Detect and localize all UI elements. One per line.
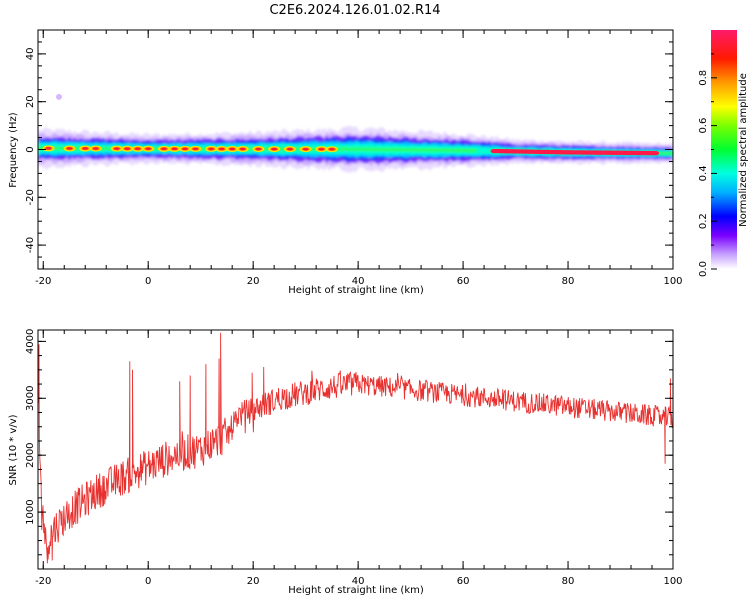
y-tick-label: 20 (25, 95, 36, 108)
y-tick-label: 2000 (25, 442, 36, 467)
hot-segment (651, 150, 660, 156)
hotspot-core (114, 147, 120, 150)
top-panel-axes: -20 0 20 40 60 80 100 40 20 0 -20 -40 (25, 29, 683, 287)
x-tick-label: 100 (663, 576, 682, 587)
x-tick-label: 60 (457, 576, 470, 587)
spectral-outlier (55, 93, 62, 100)
x-tick-label: 100 (663, 276, 682, 287)
hotspot-core (219, 147, 225, 151)
colorbar-tick-label: 0.4 (698, 165, 709, 181)
colorbar-tick-label: 0.6 (698, 118, 709, 134)
figure-title: C2E6.2024.126.01.02.R14 (269, 3, 440, 18)
y-tick-label: 0 (25, 146, 36, 152)
hotspot-core (287, 147, 293, 151)
x-tick-label: 80 (562, 576, 575, 587)
x-tick-label: 0 (145, 576, 151, 587)
hotspot-core (124, 147, 130, 150)
hotspot-core (45, 147, 52, 150)
hotspot-core (145, 147, 151, 150)
colorbar-tick-label: 0.2 (698, 213, 709, 229)
colorbar (711, 30, 737, 269)
x-tick-label: -20 (35, 576, 51, 587)
hotspot-core (255, 147, 262, 151)
hotspot-core (93, 147, 99, 150)
y-tick-label: -20 (25, 189, 36, 205)
top-y-axis-label: Frequency (Hz) (8, 112, 19, 188)
spectral-heatmap-band (38, 93, 673, 174)
bottom-x-axis-label: Height of straight line (km) (288, 585, 424, 596)
bottom-panel-axes: -20 0 20 40 60 80 100 4000 3000 2000 1000 (25, 329, 683, 587)
y-tick-label: -40 (25, 237, 36, 253)
hotspot-core (182, 147, 188, 151)
hotspot-core (135, 147, 141, 150)
colorbar-tick-label: 0.8 (698, 70, 709, 86)
y-tick-label: 4000 (25, 329, 36, 354)
colorbar-tick-label: 0.0 (698, 261, 709, 277)
hotspot-core (271, 147, 277, 151)
x-tick-label: 40 (352, 576, 365, 587)
band-core (669, 151, 673, 156)
colorbar-ticks: 0.0 0.2 0.4 0.6 0.8 (698, 53, 717, 277)
x-tick-label: 40 (352, 276, 365, 287)
colorbar-label: Normalized spectral amplitude (738, 73, 749, 227)
hotspot-core (329, 148, 335, 151)
y-tick-label: 3000 (25, 386, 36, 411)
x-tick-label: 60 (457, 276, 470, 287)
x-tick-label: 20 (247, 276, 260, 287)
x-tick-label: 0 (145, 276, 151, 287)
hotspot-core (208, 147, 214, 151)
hotspot-core (240, 147, 246, 151)
hotspot-core (229, 147, 235, 151)
x-tick-label: 80 (562, 276, 575, 287)
band-core (469, 148, 478, 153)
hotspot-core (192, 147, 199, 151)
hotspot-core (171, 147, 178, 151)
snr-series (38, 332, 673, 564)
x-tick-label: 20 (247, 576, 260, 587)
top-x-axis-label: Height of straight line (km) (288, 285, 424, 296)
bottom-y-axis-label: SNR (10 * v/v) (8, 414, 19, 485)
hotspot-core (161, 147, 167, 151)
hotspot-core (82, 147, 88, 150)
hotspot-core (318, 147, 324, 151)
plot-frame (37, 329, 674, 570)
x-tick-label: -20 (35, 276, 51, 287)
snr-line (38, 332, 673, 564)
y-tick-label: 40 (25, 48, 36, 61)
y-tick-label: 1000 (25, 499, 36, 524)
hotspot-core (66, 147, 73, 150)
hotspot-core (303, 147, 309, 151)
